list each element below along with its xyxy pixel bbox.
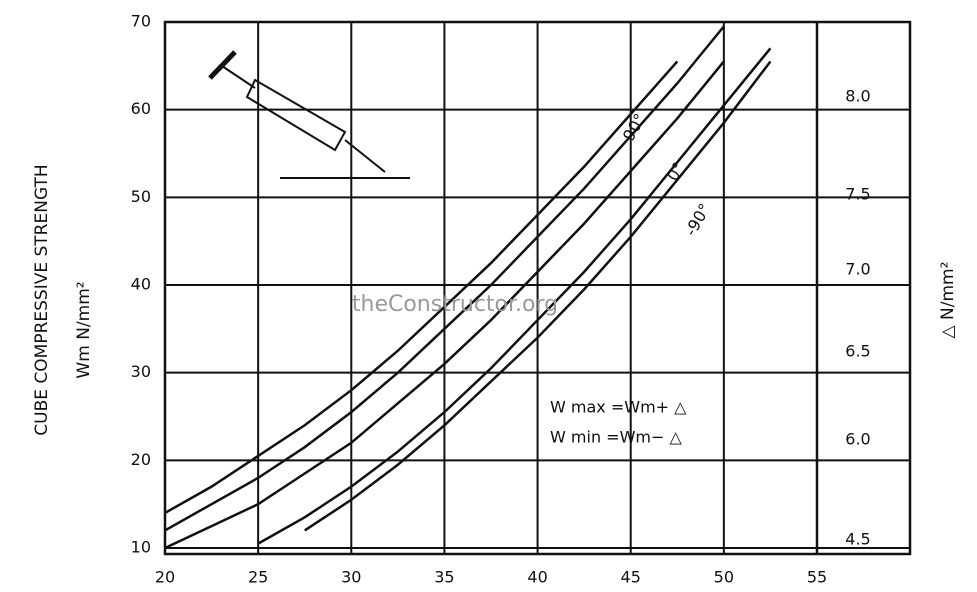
y-tick-label: 10 bbox=[131, 538, 151, 557]
y-tick-label: 50 bbox=[131, 187, 151, 206]
delta-label: 6.5 bbox=[845, 342, 870, 361]
delta-label: 4.5 bbox=[845, 530, 870, 549]
annotation: theConstructor.org bbox=[352, 292, 558, 317]
delta-label: 8.0 bbox=[845, 87, 870, 106]
y-tick-label: 60 bbox=[131, 99, 151, 118]
y2-axis-title: △ N/mm² bbox=[938, 262, 958, 339]
x-tick-label: 55 bbox=[807, 568, 827, 587]
y-tick-label: 40 bbox=[131, 275, 151, 294]
hammer-icon bbox=[210, 52, 410, 178]
y-tick-label: 30 bbox=[131, 362, 151, 381]
annotation: 0° bbox=[663, 159, 689, 184]
annotation: W max =Wm+ △ bbox=[550, 398, 687, 417]
x-tick-label: 30 bbox=[341, 568, 361, 587]
x-tick-label: 35 bbox=[434, 568, 454, 587]
x-tick-label: 45 bbox=[621, 568, 641, 587]
delta-label: 7.0 bbox=[845, 260, 870, 279]
y-tick-label: 70 bbox=[131, 12, 151, 31]
y-axis-unit: Wm N/mm² bbox=[74, 281, 94, 378]
y-axis-title: CUBE COMPRESSIVE STRENGTH bbox=[32, 164, 52, 435]
chart: CUBE COMPRESSIVE STRENGTH Wm N/mm² △ N/m… bbox=[0, 0, 977, 592]
x-tick-label: 20 bbox=[155, 568, 175, 587]
annotation: W min =Wm− △ bbox=[550, 428, 682, 447]
annotation: -90° bbox=[681, 200, 715, 239]
delta-label: 6.0 bbox=[845, 430, 870, 449]
x-tick-label: 25 bbox=[248, 568, 268, 587]
y-tick-label: 20 bbox=[131, 450, 151, 469]
delta-label: 7.5 bbox=[845, 185, 870, 204]
x-tick-label: 50 bbox=[714, 568, 734, 587]
annotation: 90° bbox=[619, 110, 650, 144]
x-tick-label: 40 bbox=[527, 568, 547, 587]
